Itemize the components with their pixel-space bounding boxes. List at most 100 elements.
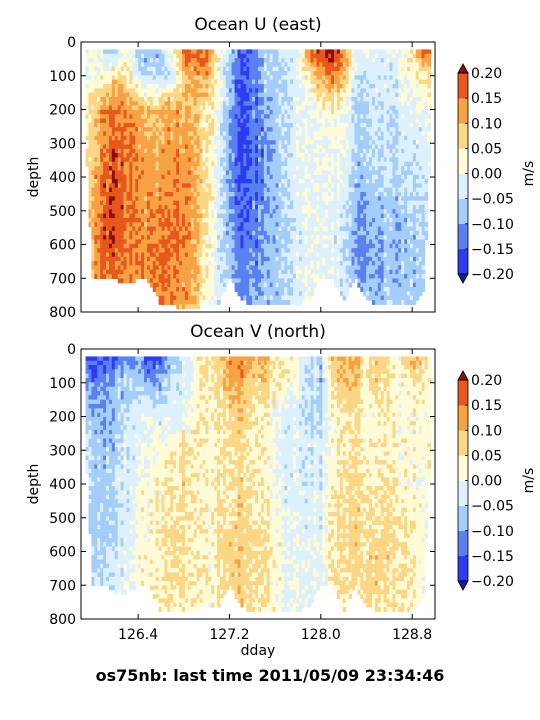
heatmap-cell <box>94 170 98 176</box>
heatmap-cell <box>184 243 189 249</box>
heatmap-cell <box>94 217 98 223</box>
heatmap-cell <box>193 49 198 55</box>
heatmap-cell <box>199 179 204 184</box>
heatmap-cell <box>106 58 110 63</box>
heatmap-cell <box>146 230 151 236</box>
heatmap-cell <box>202 127 206 133</box>
heatmap-cell <box>293 127 297 133</box>
heatmap-cell <box>114 118 119 124</box>
heatmap-cell <box>190 122 195 128</box>
heatmap-cell <box>146 153 151 159</box>
heatmap-cell <box>211 256 215 262</box>
heatmap-cell <box>117 105 122 111</box>
heatmap-cell <box>111 71 116 76</box>
heatmap-cell <box>158 75 163 81</box>
heatmap-cell <box>190 265 195 271</box>
heatmap-cell <box>281 299 285 305</box>
heatmap-cell <box>202 96 206 102</box>
heatmap-cell <box>263 230 268 236</box>
heatmap-cell <box>222 88 227 94</box>
heatmap-cell <box>272 287 277 292</box>
heatmap-cell <box>287 278 291 284</box>
heatmap-cell <box>246 274 250 279</box>
heatmap-cell <box>179 183 183 189</box>
heatmap-cell <box>126 127 130 133</box>
heatmap-cell <box>123 109 128 115</box>
heatmap-cell <box>117 114 122 120</box>
heatmap-cell <box>179 252 183 258</box>
heatmap-cell <box>103 92 107 98</box>
heatmap-cell <box>176 213 180 219</box>
heatmap-cell <box>260 161 265 167</box>
heatmap-cell <box>100 157 104 163</box>
heatmap-cell <box>278 278 282 284</box>
heatmap-cell <box>117 127 122 133</box>
heatmap-cell <box>284 200 288 206</box>
heatmap-cell <box>231 83 236 89</box>
heatmap-cell <box>88 131 93 137</box>
heatmap-cell <box>144 92 148 98</box>
heatmap-cell <box>97 256 101 262</box>
heatmap-cell <box>111 274 116 279</box>
heatmap-cell <box>260 62 265 68</box>
heatmap-cell <box>217 153 221 159</box>
heatmap-cell <box>141 187 145 193</box>
heatmap-cell <box>173 261 177 267</box>
heatmap-cell <box>158 71 163 76</box>
heatmap-cell <box>211 278 215 284</box>
heatmap-cell <box>97 217 101 223</box>
heatmap-cell <box>158 299 163 305</box>
heatmap-cell <box>85 71 90 76</box>
heatmap-cell <box>272 161 277 167</box>
heatmap-cell <box>255 131 259 137</box>
heatmap-cell <box>120 66 125 72</box>
heatmap-cell <box>152 135 157 141</box>
heatmap-cell <box>117 148 122 154</box>
heatmap-cell <box>126 101 130 107</box>
heatmap-cell <box>164 204 168 210</box>
heatmap-cell <box>199 140 204 146</box>
heatmap-cell <box>208 127 212 133</box>
heatmap-cell <box>211 248 215 254</box>
heatmap-cell <box>266 144 271 150</box>
heatmap-cell <box>106 174 110 180</box>
heatmap-cell <box>287 179 291 184</box>
heatmap-cell <box>120 230 125 236</box>
heatmap-cell <box>100 83 104 89</box>
heatmap-cell <box>167 265 171 271</box>
heatmap-cell <box>132 135 136 141</box>
heatmap-cell <box>263 53 268 59</box>
heatmap-cell <box>202 243 206 249</box>
heatmap-cell <box>193 204 198 210</box>
heatmap-cell <box>208 79 212 85</box>
heatmap-cell <box>231 269 236 275</box>
heatmap-cell <box>173 295 177 301</box>
heatmap-cell <box>184 226 189 232</box>
heatmap-cell <box>182 252 186 258</box>
heatmap-cell <box>146 109 151 115</box>
heatmap-cell <box>240 53 244 59</box>
heatmap-cell <box>176 161 180 167</box>
heatmap-cell <box>214 252 218 258</box>
heatmap-cell <box>255 166 259 171</box>
heatmap-cell <box>243 144 247 150</box>
heatmap-cell <box>220 278 224 284</box>
heatmap-cell <box>214 256 218 262</box>
heatmap-cell <box>225 191 230 197</box>
heatmap-cell <box>249 217 253 223</box>
heatmap-cell <box>126 114 130 120</box>
heatmap-cell <box>126 109 130 115</box>
heatmap-cell <box>120 200 125 206</box>
heatmap-cell <box>117 230 122 236</box>
heatmap-cell <box>114 58 119 63</box>
heatmap-cell <box>278 274 282 279</box>
heatmap-cell <box>158 278 163 284</box>
heatmap-cell <box>199 209 204 215</box>
heatmap-cell <box>295 101 300 107</box>
heatmap-cell <box>202 49 206 55</box>
heatmap-cell <box>158 248 163 254</box>
heatmap-cell <box>155 148 160 154</box>
heatmap-cell <box>266 222 271 228</box>
heatmap-cell <box>222 239 227 245</box>
heatmap-cell <box>100 144 104 150</box>
